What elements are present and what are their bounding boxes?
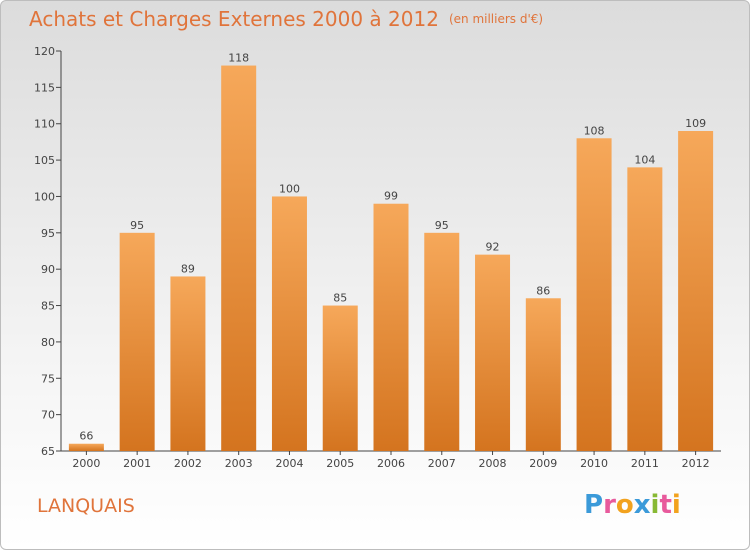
y-tick-label: 75 (41, 372, 55, 385)
value-label-2004: 100 (279, 182, 300, 195)
chart-title-text: Achats et Charges Externes 2000 à 2012 (29, 7, 439, 31)
y-tick-label: 95 (41, 227, 55, 240)
bar-2004 (271, 196, 307, 451)
y-tick-label: 90 (41, 263, 55, 276)
x-tick-label-2005: 2005 (326, 457, 354, 470)
y-tick-label: 70 (41, 409, 55, 422)
y-tick-label: 85 (41, 300, 55, 313)
logo-letter: i (650, 490, 660, 520)
value-label-2001: 95 (130, 219, 144, 232)
y-tick-label: 110 (34, 118, 55, 131)
bar-2001 (119, 232, 155, 451)
value-label-2005: 85 (333, 292, 347, 305)
logo-letter: t (659, 490, 672, 520)
logo-letter: P (584, 490, 604, 520)
x-tick-label-2003: 2003 (225, 457, 253, 470)
logo-letter: x (633, 490, 651, 520)
x-tick-label-2008: 2008 (479, 457, 507, 470)
bars (68, 65, 714, 452)
y-axis: 65 70 75 80 85 90 95 100 105 110 115 120 (34, 45, 62, 458)
chart-unit: (en milliers d'€) (448, 12, 544, 26)
x-tick-label-2006: 2006 (377, 457, 405, 470)
logo-letter: r (603, 490, 616, 520)
y-tick-label: 105 (34, 154, 55, 167)
x-tick-label-2011: 2011 (631, 457, 659, 470)
proxiti-logo[interactable]: Proxiti (584, 490, 681, 520)
x-tick-label-2004: 2004 (275, 457, 303, 470)
y-tick-label: 120 (34, 45, 55, 58)
bar-2000 (68, 443, 104, 451)
x-tick-label-2012: 2012 (682, 457, 710, 470)
x-tick-label-2000: 2000 (72, 457, 100, 470)
commune-name: LANQUAIS (37, 495, 135, 517)
value-label-2011: 104 (634, 153, 655, 166)
bar-2008 (475, 254, 511, 451)
bar-2003 (221, 65, 257, 451)
x-tick-label-2007: 2007 (428, 457, 456, 470)
value-label-2006: 99 (384, 190, 398, 203)
value-label-2012: 109 (685, 117, 706, 130)
logo-letter: i (671, 490, 681, 520)
bar-2010 (576, 138, 612, 452)
y-tick-label: 80 (41, 336, 55, 349)
value-label-2000: 66 (79, 430, 93, 443)
value-label-2009: 86 (536, 284, 550, 297)
x-tick-label-2010: 2010 (580, 457, 608, 470)
bar-2007 (424, 232, 460, 451)
chart-title: Achats et Charges Externes 2000 à 2012 (e… (29, 7, 543, 31)
x-tick-label-2001: 2001 (123, 457, 151, 470)
value-labels: 66 95 89 118 100 85 99 95 92 86 108 104 109 (79, 52, 706, 443)
value-label-2007: 95 (435, 219, 449, 232)
value-label-2010: 108 (584, 124, 605, 137)
y-tick-label: 100 (34, 190, 55, 203)
value-label-2008: 92 (486, 241, 500, 254)
x-axis: 2000 2001 2002 2003 2004 2005 2006 2007 2008 2009… (61, 450, 721, 470)
bar-2005 (322, 305, 358, 451)
y-tick-label: 65 (41, 445, 55, 458)
bar-2011 (627, 167, 663, 451)
bar-2009 (525, 298, 561, 451)
value-label-2002: 89 (181, 262, 195, 275)
y-tick-label: 115 (34, 81, 55, 94)
bar-2002 (170, 276, 206, 451)
bar-2006 (373, 203, 409, 451)
logo-letter: o (615, 490, 634, 520)
bar-2012 (678, 131, 714, 451)
value-label-2003: 118 (228, 52, 249, 65)
x-tick-label-2009: 2009 (529, 457, 557, 470)
x-tick-label-2002: 2002 (174, 457, 202, 470)
